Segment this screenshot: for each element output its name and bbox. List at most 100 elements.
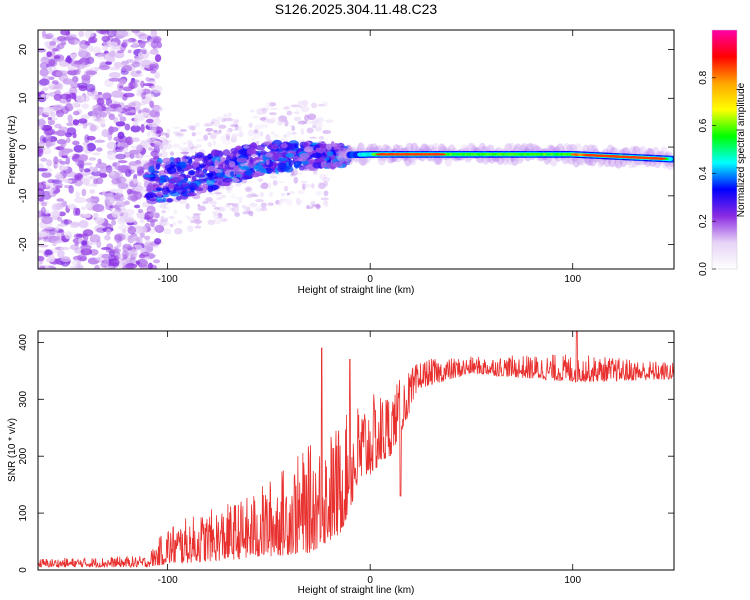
heatmap-cell xyxy=(212,210,220,216)
heatmap-cell xyxy=(39,68,49,77)
heatmap-cell xyxy=(293,161,302,168)
heatmap-cell xyxy=(49,111,56,118)
heatmap-cell xyxy=(271,154,280,161)
heatmap-cell xyxy=(92,212,99,219)
heatmap-cell xyxy=(75,61,87,70)
heatmap-cell xyxy=(191,147,199,152)
heatmap-cell xyxy=(132,178,138,185)
heatmap-cell xyxy=(150,40,158,49)
heatmap-cell xyxy=(48,44,58,51)
heatmap-cell xyxy=(122,243,132,249)
heatmap-cell xyxy=(141,112,148,116)
heatmap-cell xyxy=(304,146,314,153)
heatmap-cell xyxy=(147,209,152,212)
heatmap-cell xyxy=(207,141,212,148)
heatmap-cell xyxy=(220,161,227,170)
heatmap-cell xyxy=(41,30,47,37)
heatmap-cell xyxy=(149,64,158,69)
heatmap-cell xyxy=(54,83,62,89)
heatmap-cell xyxy=(136,258,148,267)
heatmap-cell xyxy=(130,145,138,149)
heatmap-cell xyxy=(185,203,190,210)
heatmap-cell xyxy=(210,184,220,191)
heatmap-cell xyxy=(235,196,239,200)
heatmap-cell xyxy=(161,197,167,203)
heatmap-cell xyxy=(161,137,167,142)
heatmap-cell xyxy=(261,107,267,114)
heatmap-cell xyxy=(124,123,131,131)
heatmap-cell xyxy=(158,153,162,157)
heatmap-cell xyxy=(38,182,47,191)
heatmap-cell xyxy=(315,190,322,196)
heatmap-cell xyxy=(191,175,197,182)
heatmap-cell xyxy=(298,105,303,108)
heatmap-cell xyxy=(71,76,79,83)
heatmap-cell xyxy=(332,161,343,168)
heatmap-cell xyxy=(174,228,183,235)
heatmap-cell xyxy=(201,203,205,208)
heatmap-cell xyxy=(38,197,45,202)
heatmap-cell xyxy=(166,166,177,175)
heatmap-cell xyxy=(155,196,163,203)
snr-panel: -100 0 100 0 100 200 300 400 Height of straigh… xyxy=(7,330,675,596)
heatmap-cell xyxy=(190,186,195,193)
heatmap-cell xyxy=(197,203,201,207)
heatmap-cell xyxy=(162,157,172,165)
snr-x-ticks: -100 0 100 xyxy=(158,331,582,586)
heatmap-cell xyxy=(188,158,193,165)
heatmap-cell xyxy=(176,195,182,201)
x-tick-label: 0 xyxy=(367,274,373,285)
heatmap-cell xyxy=(45,140,51,149)
heatmap-cell xyxy=(135,159,141,165)
heatmap-cell xyxy=(44,249,53,256)
heatmap-cell xyxy=(208,192,216,195)
heatmap-cell xyxy=(144,235,151,240)
heatmap-cell xyxy=(254,163,264,172)
heatmap-cell xyxy=(159,219,168,227)
heatmap-cell xyxy=(146,205,156,215)
heatmap-cell xyxy=(40,56,50,64)
heatmap-cell xyxy=(194,154,204,159)
heatmap-cell xyxy=(58,159,63,164)
heatmap-cell xyxy=(175,133,184,137)
heatmap-cell xyxy=(271,143,278,151)
heatmap-cell xyxy=(188,150,197,154)
heatmap-cell xyxy=(109,188,118,193)
heatmap-cell xyxy=(320,161,327,169)
heatmap-cell xyxy=(248,122,253,128)
heatmap-cell xyxy=(81,188,87,197)
heatmap-cell xyxy=(164,217,169,223)
heatmap-cell xyxy=(117,113,123,118)
heatmap-cell xyxy=(143,174,155,178)
heatmap-cell xyxy=(210,132,217,140)
heatmap-cell xyxy=(134,31,146,37)
heatmap-cell xyxy=(248,210,254,217)
heatmap-cell xyxy=(207,132,212,136)
heatmap-cell xyxy=(85,83,96,93)
heatmap-cell xyxy=(108,71,121,79)
heatmap-cell xyxy=(230,136,237,143)
heatmap-cell xyxy=(140,59,152,69)
heatmap-cell xyxy=(148,212,155,217)
heatmap-cell xyxy=(88,157,97,161)
heatmap-cell xyxy=(48,235,61,242)
heatmap-cell xyxy=(147,122,157,127)
heatmap-cell xyxy=(69,221,80,229)
heatmap-cell xyxy=(198,163,207,168)
heatmap-cell xyxy=(82,122,95,126)
heatmap-cell xyxy=(201,183,209,189)
heatmap-cell xyxy=(328,143,338,147)
heatmap-cell xyxy=(290,104,300,108)
heatmap-cell xyxy=(68,185,74,194)
heatmap-cell xyxy=(55,129,67,137)
heatmap-cell xyxy=(300,105,310,113)
heatmap-cell xyxy=(83,168,91,173)
heatmap-cell xyxy=(124,218,136,223)
heatmap-cell xyxy=(117,182,129,189)
heatmap-cell xyxy=(71,259,82,266)
heatmap-cell xyxy=(222,177,233,183)
heatmap-cell xyxy=(215,172,225,178)
heatmap-cell xyxy=(160,150,168,158)
heatmap-cell xyxy=(75,94,85,104)
heatmap-cell xyxy=(44,227,57,232)
